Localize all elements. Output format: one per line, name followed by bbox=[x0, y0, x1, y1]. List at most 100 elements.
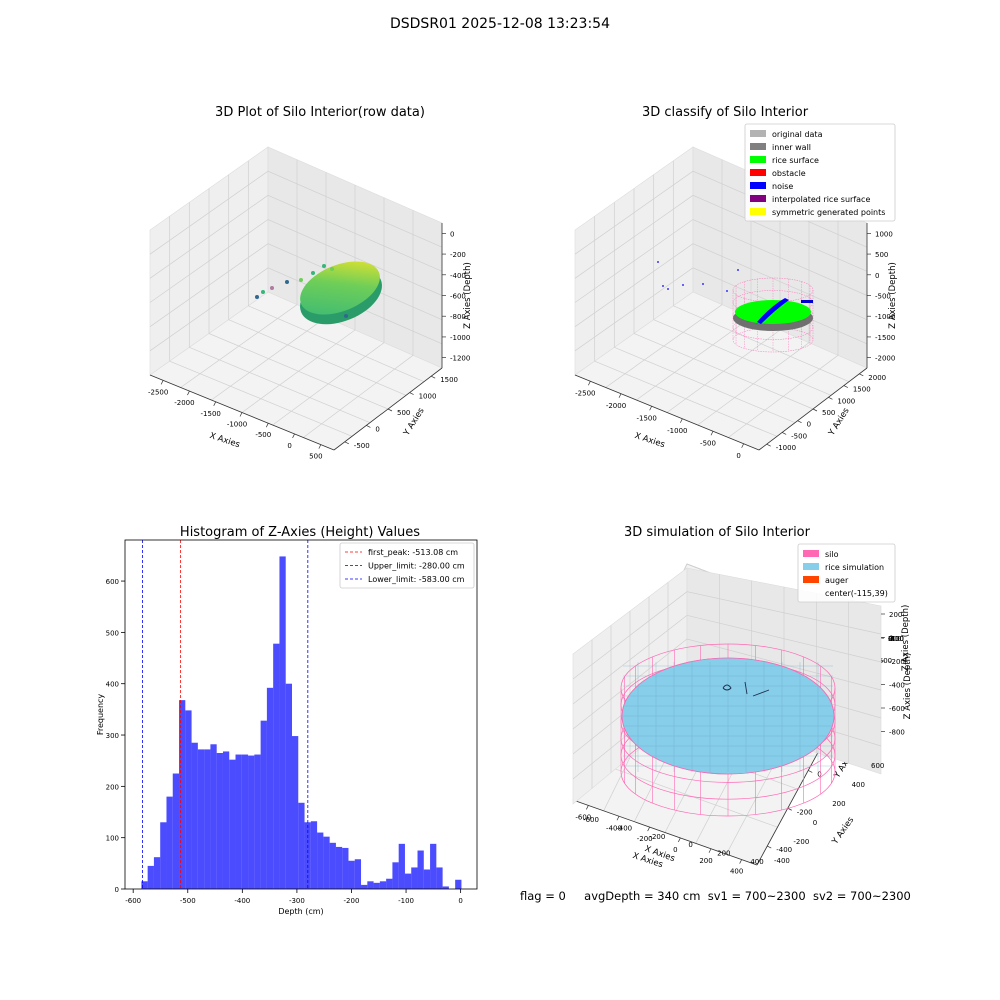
y-tick-label: 0 bbox=[375, 425, 379, 433]
x-axis-label: Depth (cm) bbox=[278, 907, 323, 916]
histogram-bar bbox=[241, 754, 249, 889]
x-tick bbox=[618, 393, 622, 398]
y-tick bbox=[828, 396, 833, 400]
x-tick-label: 400 bbox=[750, 858, 763, 866]
x-tick bbox=[741, 443, 744, 448]
x-tick bbox=[187, 390, 190, 396]
histogram-bar bbox=[266, 687, 274, 889]
x-axis-label: X Axies bbox=[208, 431, 241, 450]
z-axis-label: Z Axies (Depth) bbox=[463, 262, 473, 329]
z-tick-label: -1000 bbox=[450, 334, 470, 342]
figure-title: DSDSR01 2025-12-08 13:23:54 bbox=[389, 16, 610, 32]
legend-label: center(-115,39) bbox=[825, 589, 888, 598]
x-tick bbox=[708, 848, 712, 853]
y-tick bbox=[409, 392, 414, 395]
y-tick-label: -500 bbox=[791, 432, 807, 440]
data-point bbox=[330, 267, 334, 271]
y-tick-label: 500 bbox=[106, 629, 119, 637]
noise-points bbox=[801, 300, 813, 303]
legend-swatch bbox=[750, 156, 766, 163]
x-axis-line bbox=[572, 799, 758, 866]
y-tick-label: 2000 bbox=[868, 374, 886, 382]
histogram-bar bbox=[210, 744, 217, 889]
y-tick-label: -200 bbox=[797, 808, 813, 816]
y-tick-label: -200 bbox=[793, 838, 809, 846]
z-tick-label: -1000 bbox=[875, 313, 895, 321]
histogram-bar bbox=[335, 846, 343, 889]
legend: silo rice simulation auger center(-115,39) bbox=[797, 543, 896, 603]
z-tick-label: 0 bbox=[889, 635, 893, 643]
legend-label: rice simulation bbox=[825, 563, 884, 572]
y-tick bbox=[797, 420, 802, 424]
y-tick-label: 0 bbox=[813, 819, 817, 827]
auger-marks bbox=[722, 681, 770, 697]
y-tick-label: 200 bbox=[106, 783, 119, 791]
wall-grid-line bbox=[574, 194, 868, 279]
histogram-bar bbox=[386, 878, 393, 889]
legend-label: Upper_limit: -280.00 cm bbox=[368, 562, 465, 571]
histogram-bar bbox=[197, 749, 205, 889]
y-tick-label: 1500 bbox=[440, 376, 458, 384]
z-tick-label: -200 bbox=[888, 635, 904, 643]
histogram-bar bbox=[147, 865, 154, 889]
data-point bbox=[311, 271, 315, 275]
data-point bbox=[261, 290, 265, 294]
y-tick bbox=[812, 408, 818, 412]
legend-swatch bbox=[750, 195, 766, 202]
y-tick bbox=[431, 375, 436, 379]
x-tick-label: -100 bbox=[398, 897, 414, 905]
histogram-bar bbox=[417, 850, 424, 889]
y-tick bbox=[767, 845, 772, 849]
y-tick-label: 500 bbox=[822, 409, 835, 417]
x-tick-label: 0 bbox=[673, 846, 677, 854]
z-tick-label: -200 bbox=[889, 658, 905, 666]
x-tick-label: -600 bbox=[125, 897, 141, 905]
x-tick-label: -400 bbox=[606, 824, 622, 832]
x-tick bbox=[680, 418, 683, 423]
histogram-bar bbox=[204, 749, 211, 889]
histogram-bar bbox=[442, 886, 449, 889]
chart-histogram-svg: Histogram of Z-Axies (Height) Values -600… bbox=[96, 525, 478, 916]
legend-frame bbox=[339, 542, 475, 589]
noise-point bbox=[662, 285, 664, 287]
y-tick-label: 400 bbox=[852, 781, 865, 789]
z-tick-label: 500 bbox=[875, 251, 888, 259]
noise-point bbox=[737, 269, 739, 271]
histogram-bar bbox=[279, 556, 286, 889]
x-tick bbox=[739, 859, 742, 864]
histogram-bar bbox=[172, 773, 180, 889]
legend-frame bbox=[797, 543, 896, 603]
x-tick-label: 0 bbox=[287, 442, 291, 450]
y-tick bbox=[781, 432, 787, 435]
x-tick bbox=[213, 401, 217, 406]
histogram-bar bbox=[248, 755, 255, 889]
x-tick bbox=[710, 431, 714, 436]
y-tick-label: -400 bbox=[774, 857, 790, 865]
x-tick-label: -1500 bbox=[201, 410, 221, 418]
legend-label: inner wall bbox=[772, 143, 811, 152]
noise-point bbox=[667, 288, 669, 290]
legend-swatch bbox=[750, 130, 766, 137]
x-tick bbox=[647, 826, 650, 832]
legend-label: original data bbox=[772, 130, 823, 139]
x-tick bbox=[649, 406, 652, 411]
y-tick bbox=[366, 425, 371, 428]
legend-label: rice surface bbox=[772, 156, 819, 165]
y-tick-label: 600 bbox=[879, 657, 892, 665]
histogram-bar bbox=[141, 881, 148, 889]
x-tick bbox=[265, 423, 269, 428]
x-tick-label: 200 bbox=[717, 850, 730, 858]
z-tick-label: 0 bbox=[875, 272, 879, 280]
legend-swatch bbox=[750, 143, 766, 150]
legend-label: noise bbox=[772, 182, 793, 191]
histogram-bar bbox=[153, 857, 161, 889]
y-tick-label: 100 bbox=[106, 835, 119, 843]
x-tick-label: -600 bbox=[575, 813, 591, 821]
histogram-bar bbox=[323, 836, 330, 889]
legend-swatch bbox=[803, 550, 819, 557]
data-point bbox=[270, 286, 274, 290]
x-tick bbox=[292, 433, 295, 439]
z-tick-label: 200 bbox=[888, 635, 901, 643]
x-tick-label: 0 bbox=[736, 452, 740, 460]
